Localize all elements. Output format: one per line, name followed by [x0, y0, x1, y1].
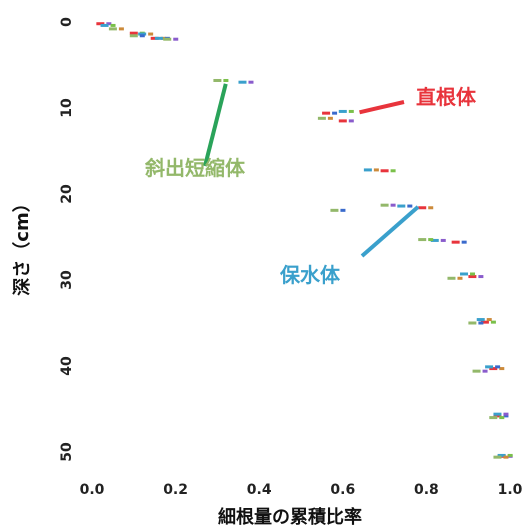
x-tick-label: 0.2 — [163, 482, 188, 498]
data-point — [485, 365, 494, 369]
data-point — [480, 320, 489, 324]
x-tick-label: 0.6 — [330, 482, 355, 498]
data-point — [493, 414, 502, 418]
data-point — [150, 36, 159, 40]
data-point-mark — [482, 369, 488, 373]
annotation-label: 直根体 — [416, 85, 477, 109]
y-tick-label: 30 — [59, 270, 75, 290]
data-point-mark — [407, 204, 413, 208]
annotation-label: 保水体 — [279, 263, 341, 287]
data-point — [380, 203, 389, 207]
annotation-arrow — [359, 100, 405, 115]
y-tick-label: 0 — [59, 17, 75, 27]
data-point-mark — [478, 275, 484, 279]
data-point — [154, 36, 163, 40]
data-point — [363, 168, 372, 172]
data-point-mark — [390, 203, 396, 207]
data-point-mark — [478, 321, 484, 325]
data-point-mark — [248, 80, 254, 84]
y-tick-label: 20 — [59, 184, 75, 204]
data-point-mark — [428, 238, 434, 242]
data-point — [418, 206, 427, 210]
data-point-mark — [440, 238, 446, 242]
y-tick-label: 10 — [59, 98, 75, 118]
data-point — [108, 27, 117, 31]
data-point — [322, 111, 331, 115]
data-point-mark — [499, 416, 505, 420]
data-point-mark — [139, 34, 145, 38]
data-point-mark — [461, 240, 467, 244]
data-point-mark — [148, 32, 154, 36]
data-point-mark — [160, 36, 166, 40]
data-point — [489, 367, 498, 371]
data-point-mark — [118, 27, 124, 31]
data-point — [430, 238, 439, 242]
data-point — [330, 208, 339, 212]
data-point — [493, 455, 502, 459]
data-point-mark — [503, 412, 509, 416]
data-point — [460, 272, 469, 276]
data-point — [129, 31, 138, 35]
x-tick-label: 0.4 — [247, 482, 272, 498]
data-point — [418, 238, 427, 242]
data-point — [317, 116, 326, 120]
data-point — [238, 80, 247, 84]
data-point-mark — [348, 109, 354, 113]
data-point-mark — [173, 37, 179, 41]
data-point — [468, 321, 477, 325]
data-point — [476, 318, 485, 322]
data-point-mark — [507, 453, 513, 457]
data-point — [213, 78, 222, 82]
data-point — [447, 276, 456, 280]
data-point-mark — [373, 168, 379, 172]
x-axis-title: 細根量の累積比率 — [218, 506, 362, 528]
data-point-mark — [503, 455, 509, 459]
y-tick-labels: 0 10 20 30 40 50 — [59, 17, 75, 462]
data-point-mark — [327, 116, 333, 120]
data-point — [138, 32, 147, 36]
data-point — [338, 109, 347, 113]
x-tick-label: 0.8 — [414, 482, 439, 498]
data-point-mark — [499, 367, 505, 371]
y-tick-label: 40 — [59, 356, 75, 376]
x-tick-labels: 0.0 0.2 0.4 0.6 0.8 1.0 — [80, 482, 523, 498]
data-point-mark — [106, 22, 112, 26]
data-point — [472, 369, 481, 373]
x-tick-label: 1.0 — [498, 482, 523, 498]
data-point-mark — [457, 276, 463, 280]
data-point-mark — [390, 169, 396, 173]
data-point — [163, 37, 172, 41]
data-point — [489, 416, 498, 420]
annotation-arrow — [360, 205, 420, 258]
data-point — [397, 204, 406, 208]
y-axis-title: 深さ（cm） — [11, 194, 33, 295]
data-point-mark — [503, 414, 509, 418]
data-points — [96, 22, 513, 459]
data-point — [493, 412, 502, 416]
data-point-mark — [495, 365, 501, 369]
data-point — [96, 22, 105, 26]
data-point-mark — [348, 119, 354, 123]
annotation-arrow — [203, 83, 228, 167]
data-point-mark — [340, 208, 346, 212]
data-point — [100, 23, 109, 27]
y-tick-label: 50 — [59, 442, 75, 462]
data-point — [338, 119, 347, 123]
x-tick-label: 0.0 — [80, 482, 105, 498]
data-point — [451, 240, 460, 244]
data-point — [468, 275, 477, 279]
data-point-mark — [428, 206, 434, 210]
annotation-label: 斜出短縮体 — [144, 156, 246, 180]
data-point — [497, 453, 506, 457]
data-point-mark — [110, 23, 116, 27]
data-point-mark — [332, 111, 338, 115]
data-point — [129, 34, 138, 38]
data-point-mark — [486, 318, 492, 322]
data-point-mark — [490, 320, 496, 324]
data-point-mark — [223, 78, 229, 82]
data-point-mark — [470, 272, 476, 276]
data-point — [380, 169, 389, 173]
